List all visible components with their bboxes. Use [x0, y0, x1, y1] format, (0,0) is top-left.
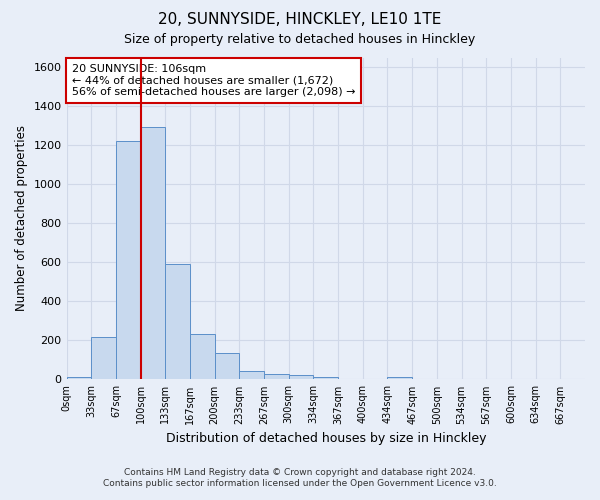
Bar	[264, 374, 289, 380]
Text: Size of property relative to detached houses in Hinckley: Size of property relative to detached ho…	[124, 32, 476, 46]
Bar	[289, 374, 313, 380]
Text: 20, SUNNYSIDE, HINCKLEY, LE10 1TE: 20, SUNNYSIDE, HINCKLEY, LE10 1TE	[158, 12, 442, 28]
X-axis label: Distribution of detached houses by size in Hinckley: Distribution of detached houses by size …	[166, 432, 486, 445]
Bar	[165, 264, 190, 380]
Text: Contains HM Land Registry data © Crown copyright and database right 2024.
Contai: Contains HM Land Registry data © Crown c…	[103, 468, 497, 487]
Text: 20 SUNNYSIDE: 106sqm
← 44% of detached houses are smaller (1,672)
56% of semi-de: 20 SUNNYSIDE: 106sqm ← 44% of detached h…	[72, 64, 355, 97]
Bar	[239, 370, 264, 380]
Bar	[215, 353, 239, 380]
Bar	[116, 142, 140, 380]
Y-axis label: Number of detached properties: Number of detached properties	[15, 126, 28, 312]
Bar	[91, 337, 116, 380]
Bar	[388, 377, 412, 380]
Bar	[190, 334, 215, 380]
Bar	[313, 376, 338, 380]
Bar	[67, 378, 91, 380]
Bar	[140, 127, 165, 380]
